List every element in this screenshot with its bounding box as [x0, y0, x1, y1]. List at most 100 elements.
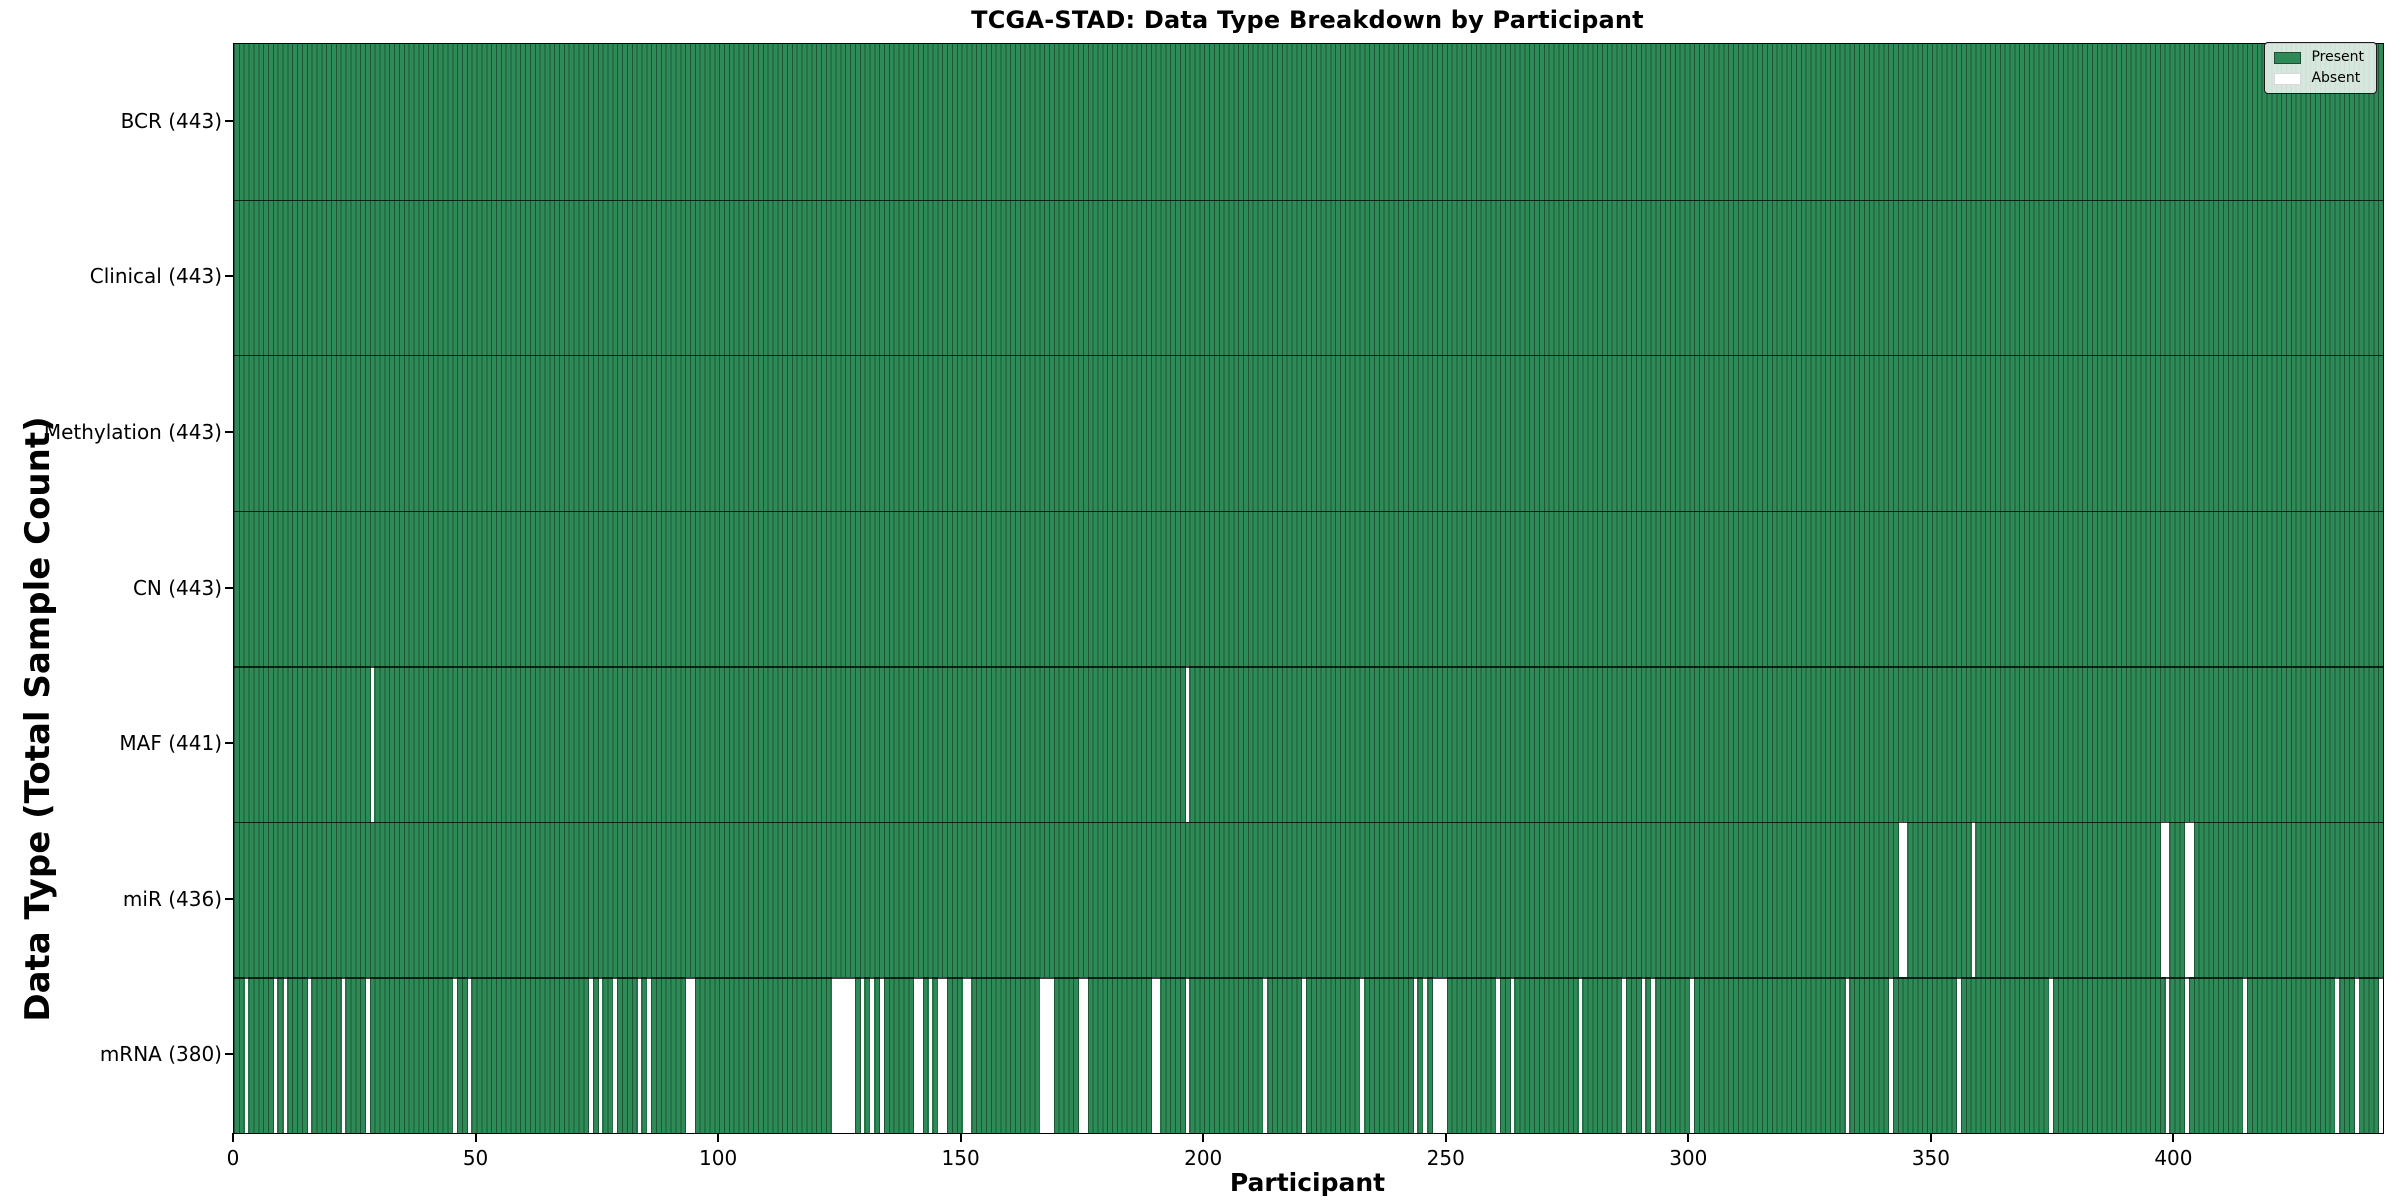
- legend-entry-present: Present: [2274, 50, 2364, 65]
- x-tick-mark: [232, 1133, 234, 1142]
- absent-gap: [244, 977, 249, 1133]
- absent-gap: [1971, 821, 1976, 978]
- absent-gap: [1496, 977, 1500, 1133]
- x-axis-label: Participant: [1229, 1168, 1386, 1197]
- heatmap-row-Clinical: [234, 199, 2383, 356]
- y-tick-mark: [225, 742, 233, 745]
- absent-gap: [1263, 977, 1268, 1133]
- heatmap-row-MAF: [234, 666, 2383, 822]
- absent-gap: [2185, 977, 2189, 1133]
- absent-gap: [589, 977, 593, 1133]
- absent-gap: [1578, 977, 1583, 1133]
- absent-gap: [1433, 977, 1447, 1133]
- x-tick-label-250: 250: [1426, 1146, 1465, 1170]
- heatmap-row-BCR: [234, 44, 2383, 200]
- absent-gap: [1413, 977, 1418, 1133]
- absent-gap: [2049, 977, 2053, 1133]
- absent-gap: [598, 977, 603, 1133]
- x-tick-label-100: 100: [699, 1146, 738, 1170]
- absent-gap: [1690, 977, 1694, 1133]
- row-separator: [234, 977, 2383, 979]
- absent-gap: [1622, 977, 1627, 1133]
- x-tick-mark: [717, 1133, 720, 1142]
- absent-gap: [860, 977, 865, 1133]
- heatmap-row-CN: [234, 510, 2383, 667]
- legend-label-absent: Absent: [2311, 70, 2361, 86]
- absent-gap: [2379, 977, 2383, 1133]
- absent-gap: [637, 977, 642, 1133]
- absent-gap: [1040, 977, 1054, 1133]
- absent-gap: [914, 977, 923, 1133]
- absent-gap: [1423, 977, 1428, 1133]
- heatmap-row-Methylation: [234, 355, 2383, 511]
- row-separator: [234, 510, 2383, 512]
- x-tick-mark: [959, 1133, 962, 1142]
- row-separator: [234, 666, 2383, 668]
- x-tick-mark: [474, 1133, 477, 1142]
- absent-gap: [273, 977, 278, 1133]
- heatmap-row-miR: [234, 821, 2383, 978]
- absent-gap: [870, 977, 875, 1133]
- absent-gap: [1185, 977, 1190, 1133]
- absent-gap: [1360, 977, 1365, 1133]
- absent-gap: [831, 977, 855, 1133]
- absent-gap: [2160, 821, 2170, 978]
- absent-gap: [1889, 977, 1893, 1133]
- absent-gap: [2185, 821, 2194, 978]
- absent-gap: [1185, 666, 1190, 822]
- y-tick-label-Methylation: Methylation (443): [43, 419, 222, 444]
- y-tick-label-Clinical: Clinical (443): [89, 264, 222, 289]
- y-tick-mark: [225, 897, 233, 900]
- absent-gap: [880, 977, 884, 1133]
- x-tick-mark: [1444, 1133, 1447, 1142]
- absent-gap: [1510, 977, 1515, 1133]
- y-tick-label-mRNA: mRNA (380): [99, 1042, 222, 1067]
- legend-entry-absent: Absent: [2274, 71, 2364, 86]
- absent-gap: [1079, 977, 1088, 1133]
- absent-gap: [1651, 977, 1656, 1133]
- plot-area: Present Absent: [233, 42, 2384, 1134]
- absent-gap: [453, 977, 457, 1133]
- absent-gap: [365, 977, 370, 1133]
- x-tick-mark: [2172, 1133, 2175, 1142]
- absent-gap: [1302, 977, 1306, 1133]
- x-tick-label-0: 0: [226, 1146, 240, 1170]
- absent-gap: [1151, 977, 1161, 1133]
- y-tick-label-CN: CN (443): [132, 575, 222, 600]
- x-tick-label-300: 300: [1669, 1146, 1708, 1170]
- y-tick-mark: [225, 119, 233, 122]
- absent-gap: [2243, 977, 2247, 1133]
- present-swatch: [2274, 51, 2302, 64]
- row-separator: [234, 355, 2383, 357]
- x-tick-mark: [1202, 1133, 1205, 1142]
- y-tick-label-BCR: BCR (443): [120, 108, 222, 133]
- absent-gap: [962, 977, 972, 1133]
- y-tick-mark: [225, 275, 233, 278]
- absent-gap: [1898, 821, 1908, 978]
- y-tick-mark: [225, 430, 233, 433]
- y-axis-label: Data Type (Total Sample Count): [18, 416, 58, 1022]
- x-tick-mark: [1687, 1133, 1690, 1142]
- y-tick-label-miR: miR (436): [122, 886, 222, 911]
- absent-gap: [2354, 977, 2359, 1133]
- absent-gap: [467, 977, 472, 1133]
- legend: Present Absent: [2264, 42, 2377, 94]
- row-separator: [234, 821, 2383, 824]
- y-tick-mark: [225, 586, 233, 589]
- heatmap-row-mRNA: [234, 977, 2383, 1133]
- absent-gap: [647, 977, 651, 1133]
- x-tick-label-150: 150: [941, 1146, 980, 1170]
- absent-gap: [613, 977, 618, 1133]
- y-tick-label-MAF: MAF (441): [119, 731, 222, 756]
- absent-swatch: [2274, 72, 2302, 85]
- legend-label-present: Present: [2311, 49, 2364, 65]
- absent-gap: [1957, 977, 1961, 1133]
- x-tick-label-50: 50: [462, 1146, 489, 1170]
- x-tick-label-400: 400: [2154, 1146, 2193, 1170]
- absent-gap: [2165, 977, 2170, 1133]
- x-tick-label-200: 200: [1184, 1146, 1223, 1170]
- absent-gap: [283, 977, 288, 1133]
- absent-gap: [370, 666, 375, 822]
- absent-gap: [938, 977, 947, 1133]
